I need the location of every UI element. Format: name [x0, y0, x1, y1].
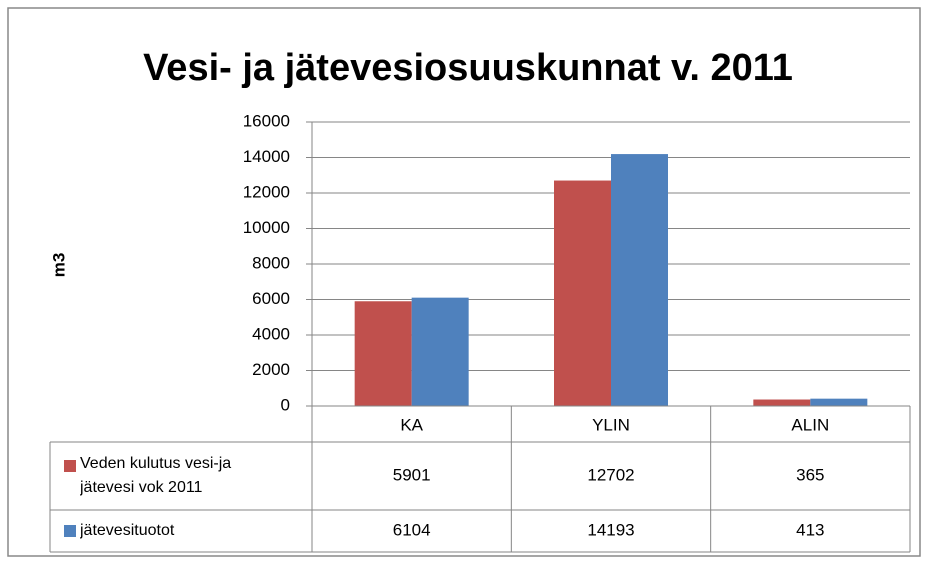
bar: [611, 154, 668, 406]
bar: [810, 398, 868, 406]
chart-title: Vesi- ja jätevesiosuuskunnat v. 2011: [143, 47, 793, 89]
table-value: 413: [796, 520, 824, 539]
bar: [554, 180, 611, 406]
legend-label: jätevesituotot: [80, 522, 175, 539]
legend-key: [64, 525, 76, 537]
y-tick-label: 8000: [252, 253, 290, 272]
x-tick-label: YLIN: [592, 415, 630, 434]
bar: [354, 301, 412, 406]
bar: [753, 399, 811, 406]
legend-entry: jätevesituotot: [80, 522, 175, 539]
y-tick-label: 4000: [252, 324, 290, 343]
x-tick-label: ALIN: [791, 415, 829, 434]
x-tick-label: KA: [400, 415, 423, 434]
table-value: 14193: [587, 520, 634, 539]
y-tick-label: 6000: [252, 289, 290, 308]
y-tick-label: 12000: [243, 182, 290, 201]
y-tick-label: 16000: [243, 111, 290, 130]
chart-border: [7, 7, 921, 557]
legend-key: [64, 460, 76, 472]
y-axis-label: m3: [49, 253, 68, 278]
y-tick-label: 10000: [243, 218, 290, 237]
legend-entry: Veden kulutus vesi-ja jätevesi vok 2011: [80, 455, 232, 496]
table-value: 12702: [587, 465, 634, 484]
table-value: 5901: [393, 465, 431, 484]
y-tick-label: 2000: [252, 360, 290, 379]
bar: [411, 297, 469, 406]
y-tick-label: 0: [281, 395, 290, 414]
y-tick-label: 14000: [243, 147, 290, 166]
legend-label: Veden kulutus vesi-ja jätevesi vok 2011: [80, 455, 232, 496]
table-value: 6104: [393, 520, 431, 539]
table-value: 365: [796, 465, 824, 484]
